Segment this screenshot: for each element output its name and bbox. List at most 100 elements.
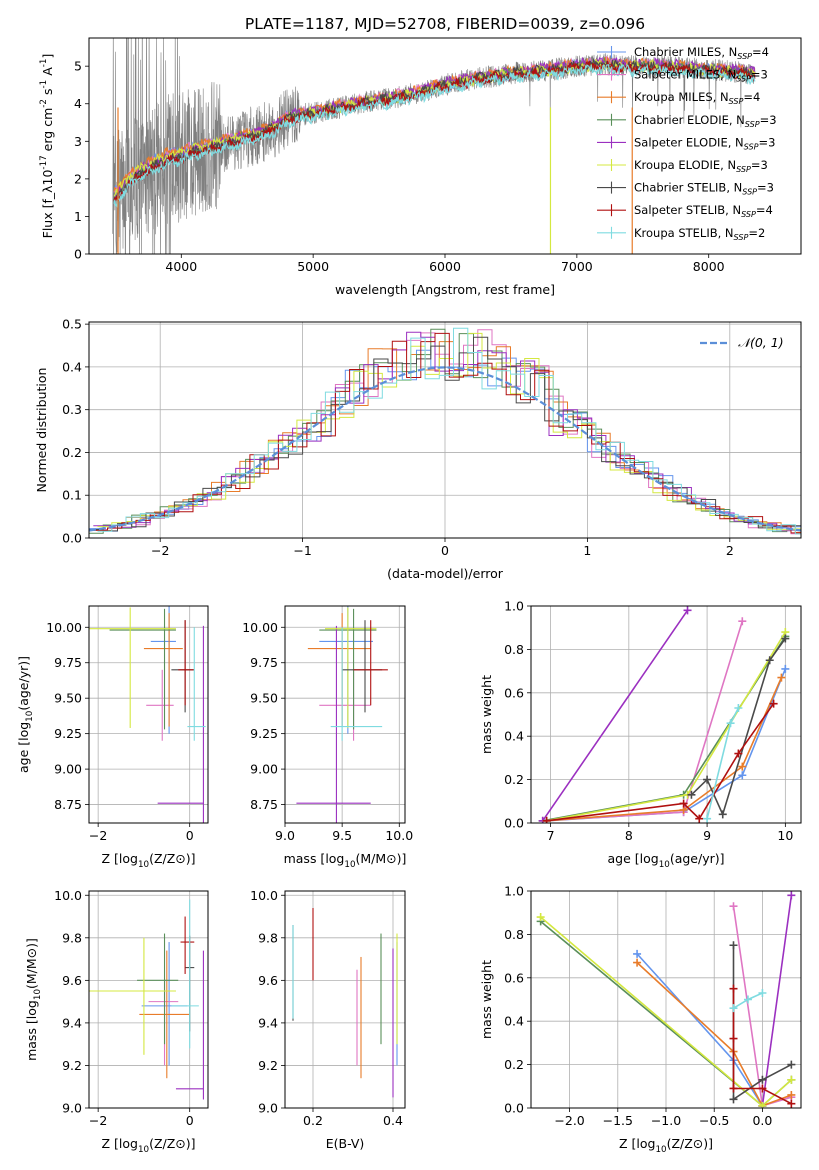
label-part: erg cm bbox=[40, 108, 55, 156]
y-tick-label: 0.1 bbox=[62, 488, 82, 503]
label-part: mass [ bbox=[24, 1019, 39, 1061]
y-axis-label: Normed distribution bbox=[34, 368, 49, 493]
errorbar-salpeter-elodie bbox=[296, 625, 371, 823]
model-spectrum-kroupa-stelib bbox=[113, 63, 756, 209]
label-part: (M/M⊙)] bbox=[24, 938, 39, 989]
label-part: Salpeter MILES, N bbox=[634, 68, 736, 82]
gaussian-curve bbox=[89, 366, 801, 532]
series-marker bbox=[734, 749, 743, 758]
label-part: log bbox=[16, 722, 31, 741]
histogram-salpeter-stelib bbox=[93, 332, 801, 534]
x-tick-label: −1.0 bbox=[651, 1113, 681, 1128]
series-marker bbox=[633, 949, 642, 958]
label-part: Chabrier STELIB, N bbox=[634, 181, 742, 195]
series-line bbox=[761, 895, 793, 1106]
series-chabrier-elodie bbox=[538, 632, 790, 823]
series-kroupa-elodie bbox=[536, 913, 796, 1108]
legend-label-kroupa-elodie: Kroupa ELODIE, NSSP=3 bbox=[634, 158, 768, 174]
series-line bbox=[542, 609, 689, 822]
axes-frame bbox=[88, 321, 802, 539]
axes-frame bbox=[530, 605, 802, 824]
x-axis-label: mass [log10(M/M⊙)] bbox=[284, 851, 407, 870]
label-part: log bbox=[119, 851, 138, 866]
label-part: (data-model)/error bbox=[387, 566, 504, 581]
x-tick-label: 10 bbox=[777, 828, 793, 843]
y-tick-label: 9.50 bbox=[54, 691, 82, 706]
axes-frame bbox=[88, 605, 209, 824]
y-tick-label: 0.5 bbox=[62, 317, 82, 332]
series-marker bbox=[726, 719, 735, 728]
legend-label-salpeter-miles: Salpeter MILES, NSSP=3 bbox=[634, 68, 768, 84]
label-part: SSP bbox=[736, 165, 751, 174]
series-marker bbox=[758, 1075, 767, 1084]
series-kroupa-stelib bbox=[729, 988, 767, 1013]
x-tick-label: −1 bbox=[293, 543, 311, 558]
axes-frame bbox=[284, 890, 406, 1109]
axes-frame bbox=[88, 37, 802, 255]
histogram-salpeter-miles bbox=[93, 329, 801, 535]
y-tick-label: 0.4 bbox=[504, 1014, 524, 1029]
series-marker bbox=[687, 790, 696, 799]
errorbar-kroupa-miles bbox=[143, 613, 183, 727]
x-tick-label: −2 bbox=[151, 543, 169, 558]
label-part: Kroupa MILES, N bbox=[634, 90, 729, 104]
label-part: s bbox=[40, 89, 55, 100]
errorbar-salpeter-stelib bbox=[178, 620, 195, 706]
label-part: SSP bbox=[737, 52, 752, 61]
series-salpeter-stelib bbox=[729, 984, 796, 1108]
label-part: -17 bbox=[39, 155, 49, 169]
label-part: E(B-V) bbox=[326, 1136, 365, 1151]
label-part: =3 bbox=[751, 158, 768, 172]
label-part: =4 bbox=[743, 90, 760, 104]
label-part: -1 bbox=[39, 59, 49, 68]
histogram-chabrier-elodie bbox=[89, 328, 801, 534]
label-part: Z [ bbox=[101, 1136, 118, 1151]
y-tick-label: 9.25 bbox=[54, 726, 82, 741]
series-marker bbox=[787, 1075, 796, 1084]
y-tick-label: 0.6 bbox=[504, 970, 524, 985]
label-part: (Z/Z⊙)] bbox=[149, 851, 195, 866]
x-axis-label: Z [log10(Z/Z⊙)] bbox=[101, 851, 195, 870]
legend-label-chabrier-miles: Chabrier MILES, NSSP=4 bbox=[634, 45, 769, 61]
x-tick-label: −1.5 bbox=[603, 1113, 633, 1128]
errorbar-salpeter-miles bbox=[319, 669, 371, 741]
series-marker bbox=[787, 1099, 796, 1108]
y-tick-label: 4 bbox=[74, 96, 82, 111]
series-marker bbox=[777, 673, 786, 682]
x-tick-label: 10.0 bbox=[385, 828, 413, 843]
series-marker bbox=[683, 606, 692, 615]
y-tick-label: 0.8 bbox=[504, 927, 524, 942]
y-tick-label: 9.50 bbox=[250, 691, 278, 706]
label-part: Chabrier MILES, N bbox=[634, 45, 737, 59]
x-tick-label: 9 bbox=[703, 828, 711, 843]
y-tick-label: 8.75 bbox=[250, 797, 278, 812]
series-line bbox=[546, 703, 775, 822]
y-tick-label: 9.25 bbox=[250, 726, 278, 741]
legend: 𝒩(0, 1) bbox=[700, 335, 784, 350]
y-tick-label: 10.0 bbox=[250, 888, 278, 903]
label-part: 10 bbox=[659, 860, 670, 870]
y-tick-label: 0.8 bbox=[504, 642, 524, 657]
y-tick-label: 0.3 bbox=[62, 402, 82, 417]
label-part: Z [ bbox=[101, 851, 118, 866]
label-part: 10 bbox=[33, 989, 43, 1000]
label-part: -1 bbox=[39, 80, 49, 89]
series-marker bbox=[718, 810, 727, 819]
figure-title: PLATE=1187, MJD=52708, FIBERID=0039, z=0… bbox=[245, 15, 645, 33]
y-tick-label: 9.8 bbox=[62, 930, 82, 945]
x-tick-label: 1 bbox=[583, 543, 591, 558]
series-line bbox=[546, 677, 783, 822]
y-tick-label: 10.0 bbox=[54, 888, 82, 903]
series-chabrier-miles bbox=[633, 949, 767, 1108]
errorbar-kroupa-stelib bbox=[187, 627, 206, 741]
y-tick-label: 8.75 bbox=[54, 797, 82, 812]
histogram-chabrier-stelib bbox=[89, 336, 801, 532]
y-tick-label: 0.4 bbox=[62, 359, 82, 374]
y-tick-label: 9.4 bbox=[258, 1015, 278, 1030]
legend-label-kroupa-stelib: Kroupa STELIB, NSSP=2 bbox=[634, 226, 765, 242]
series-marker bbox=[729, 902, 738, 911]
y-tick-label: 9.8 bbox=[258, 930, 278, 945]
series-marker bbox=[734, 703, 743, 712]
label-part: log bbox=[119, 1136, 138, 1151]
